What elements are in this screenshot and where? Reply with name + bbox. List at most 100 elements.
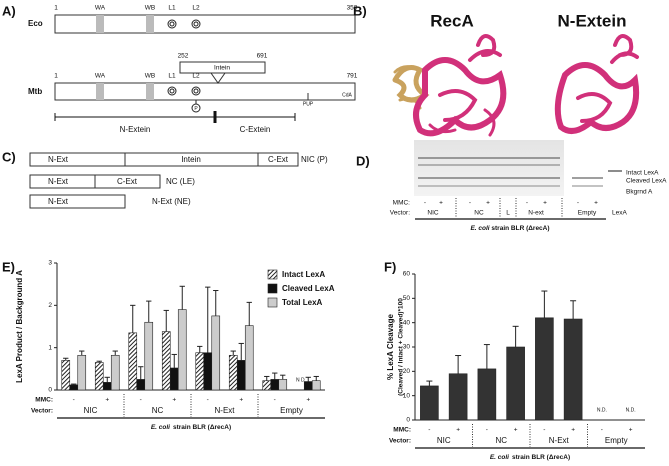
group-label: NC [152, 406, 164, 415]
mmc: - [526, 200, 528, 207]
bar [102, 382, 112, 391]
construct-name: NC (LE) [166, 177, 195, 186]
mmc: + [439, 200, 443, 207]
nd-label: N.D. [626, 407, 636, 413]
y-tick-label: 60 [403, 271, 411, 278]
x-tick-label: - [428, 427, 430, 434]
error-bar [96, 360, 102, 363]
x-tick-label: - [274, 397, 276, 404]
pup-label: PUP [303, 101, 314, 107]
legend-swatch [267, 297, 278, 308]
panel-label: C) [2, 149, 16, 164]
gel-bands [418, 157, 603, 187]
construct [29, 152, 299, 167]
bar [228, 354, 238, 391]
nd-label: N.D. [597, 407, 607, 413]
nd-label: N D [296, 377, 305, 383]
bar [311, 380, 321, 391]
error-bar [79, 350, 85, 356]
residue: 1 [54, 73, 58, 80]
phospho: P [194, 106, 198, 112]
x-axis-label-rest: strain BLR (ΔrecA) [512, 454, 570, 461]
strain-rest: strain BLR (ΔrecA) [491, 225, 549, 232]
structure-recA [392, 34, 507, 137]
legend-swatch [267, 269, 278, 280]
x-axis-label-italic: E. coli [151, 424, 170, 431]
bar [69, 384, 79, 391]
bar [144, 321, 154, 391]
y-tick-label: 20 [403, 368, 411, 375]
construct [29, 194, 126, 209]
bar [506, 346, 525, 421]
x-axis-label: E. coli strain BLR (ΔrecA) [490, 454, 570, 461]
bar [203, 352, 213, 391]
bar [244, 325, 254, 391]
y-tick-label: 0 [48, 387, 52, 394]
residue: 691 [257, 53, 268, 60]
residue: 1 [54, 5, 58, 12]
motif [146, 15, 154, 33]
group-label: NIC [437, 436, 451, 445]
motif [146, 83, 154, 100]
legend-label: Intact LexA [282, 270, 325, 279]
x-tick-label: + [105, 397, 109, 404]
mmc: + [486, 200, 490, 207]
bar [94, 362, 104, 391]
panel-label: E) [2, 259, 15, 274]
y-axis-label: LexA Product / Background A [15, 270, 24, 383]
error-bar [483, 344, 490, 369]
residue: 252 [178, 53, 189, 60]
loops [167, 86, 201, 113]
row-label: Vector: [389, 438, 411, 445]
motif-label: L1 [168, 73, 176, 80]
motif-label: L1 [168, 5, 176, 12]
bar [110, 354, 120, 391]
mmc: + [594, 200, 598, 207]
intein-label: Intein [214, 65, 230, 72]
y-tick-label: 50 [403, 295, 411, 302]
bar [211, 315, 221, 391]
bar [161, 331, 171, 391]
strain: E. coli strain BLR (ΔrecA) [470, 225, 549, 232]
cda-label: CdA [342, 92, 352, 98]
y-axis-label: (Cleaved / Intact + Cleaved)*100 [398, 298, 405, 396]
motif [96, 83, 104, 100]
y-tick-label: 3 [48, 260, 52, 267]
y-tick-label: 1 [48, 344, 52, 351]
motif-label: L2 [192, 73, 200, 80]
structure-title: N-Extein [558, 11, 627, 30]
error-bar [205, 286, 211, 353]
error-bar [230, 350, 236, 356]
legend-swatch [267, 283, 278, 294]
vector: L [506, 210, 510, 217]
x-tick-label: + [629, 427, 633, 434]
mmc: - [469, 200, 471, 207]
error-bar [112, 350, 118, 356]
y-tick-label: 10 [403, 392, 411, 399]
structure-nextein [554, 34, 640, 134]
construct-name: NIC (P) [301, 155, 328, 164]
panel-b: B) RecA N-Extein [353, 3, 640, 137]
x-axis-label-rest: strain BLR (ΔrecA) [173, 424, 231, 431]
x-tick-label: + [514, 427, 518, 434]
row-label: MMC: [35, 397, 53, 404]
y-tick-label: 2 [48, 302, 52, 309]
error-bar [130, 304, 136, 333]
extein-label: N-Extein [120, 125, 151, 134]
group-label: NC [495, 436, 507, 445]
x-tick-label: - [73, 397, 75, 404]
row-label: Vector: [31, 408, 53, 415]
x-tick-label: + [306, 397, 310, 404]
row-label: MMC: [393, 200, 411, 207]
protein-bar [54, 14, 356, 34]
gel [414, 140, 564, 196]
x-tick-label: - [486, 427, 488, 434]
x-tick-label: - [140, 397, 142, 404]
error-bar [426, 380, 433, 386]
mmc: + [543, 200, 547, 207]
bar [448, 373, 468, 421]
panel-label: A) [2, 3, 16, 18]
bar [128, 332, 138, 391]
error-bar [570, 300, 577, 320]
bar [77, 354, 87, 391]
